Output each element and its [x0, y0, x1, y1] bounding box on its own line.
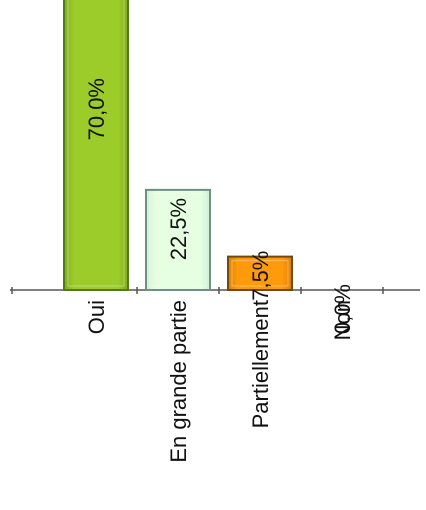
- category-label: En grande partie: [166, 300, 191, 463]
- bar-oui: [63, 0, 129, 291]
- category-label: Oui: [84, 300, 109, 334]
- value-label: 7,5%: [248, 251, 273, 301]
- value-label: 70,0%: [84, 78, 109, 140]
- category-label: Non: [330, 300, 355, 340]
- bar-bevel: [231, 260, 289, 287]
- category-label: Partiellement: [248, 300, 273, 428]
- value-label: 0,0%: [330, 284, 355, 334]
- bar-en-grande-partie: [145, 188, 211, 291]
- value-label: 22,5%: [166, 198, 191, 260]
- bar-bevel: [67, 0, 125, 287]
- bar-partiellement: [227, 255, 293, 291]
- bar-bevel: [149, 193, 207, 287]
